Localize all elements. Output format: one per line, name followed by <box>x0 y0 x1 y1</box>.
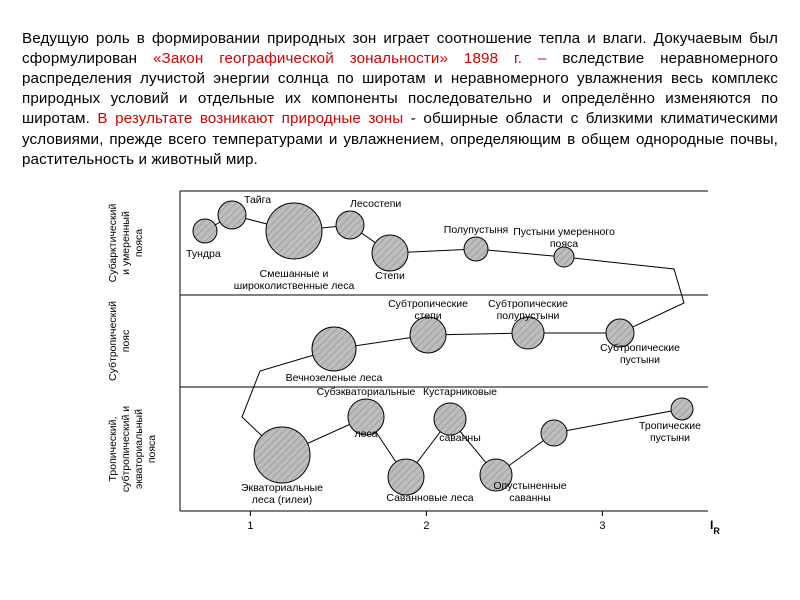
svg-text:Лесостепи: Лесостепи <box>350 198 401 210</box>
main-paragraph: Ведущую роль в формировании природных зо… <box>22 29 778 169</box>
svg-text:полупустыни: полупустыни <box>497 310 560 322</box>
svg-text:Субэкваториальные: Субэкваториальные <box>317 386 416 398</box>
zonality-diagram: Субарктическийи умеренныйпоясаСубтропиче… <box>70 185 730 545</box>
svg-text:3: 3 <box>599 520 605 532</box>
svg-text:пояс: пояс <box>120 330 132 352</box>
svg-text:саванны: саванны <box>439 432 481 444</box>
svg-text:пустыни: пустыни <box>620 354 660 366</box>
svg-text:Субарктический: Субарктический <box>107 203 119 282</box>
svg-text:степи: степи <box>414 310 441 322</box>
svg-text:пустыни: пустыни <box>650 432 690 444</box>
svg-text:Смешанные и: Смешанные и <box>260 268 329 280</box>
svg-text:леса: леса <box>354 428 377 440</box>
svg-text:Субтропические: Субтропические <box>488 298 568 310</box>
svg-text:Тропические: Тропические <box>639 420 701 432</box>
svg-text:Тропический,: Тропический, <box>107 416 119 481</box>
svg-text:пояса: пояса <box>133 229 145 257</box>
svg-text:Кустарниковые: Кустарниковые <box>423 386 497 398</box>
svg-text:саванны: саванны <box>509 492 551 504</box>
svg-text:Субтропические: Субтропические <box>388 298 468 310</box>
svg-text:Опустыненные: Опустыненные <box>493 480 566 492</box>
svg-text:Вечнозеленые леса: Вечнозеленые леса <box>286 372 383 384</box>
svg-text:IR: IR <box>710 518 720 536</box>
svg-text:субтропический и: субтропический и <box>120 406 132 492</box>
svg-text:Саванновые леса: Саванновые леса <box>386 492 473 504</box>
svg-text:1: 1 <box>247 520 253 532</box>
svg-text:экваториальный: экваториальный <box>133 409 145 489</box>
svg-text:широколиственные леса: широколиственные леса <box>234 280 355 292</box>
svg-text:пояса: пояса <box>550 238 578 250</box>
svg-text:и умеренный: и умеренный <box>120 211 132 275</box>
svg-text:Тундра: Тундра <box>186 248 221 260</box>
svg-text:Тайга: Тайга <box>244 194 271 206</box>
svg-text:Степи: Степи <box>375 270 405 282</box>
svg-text:2: 2 <box>423 520 429 532</box>
svg-text:Субтропический: Субтропический <box>107 301 119 381</box>
svg-text:пояса: пояса <box>146 435 158 463</box>
svg-text:Полупустыня: Полупустыня <box>444 224 508 236</box>
svg-text:Пустыни умеренного: Пустыни умеренного <box>513 226 615 238</box>
svg-text:леса (гилеи): леса (гилеи) <box>252 494 313 506</box>
svg-text:Субтропические: Субтропические <box>600 342 680 354</box>
svg-text:Экваториальные: Экваториальные <box>241 482 323 494</box>
